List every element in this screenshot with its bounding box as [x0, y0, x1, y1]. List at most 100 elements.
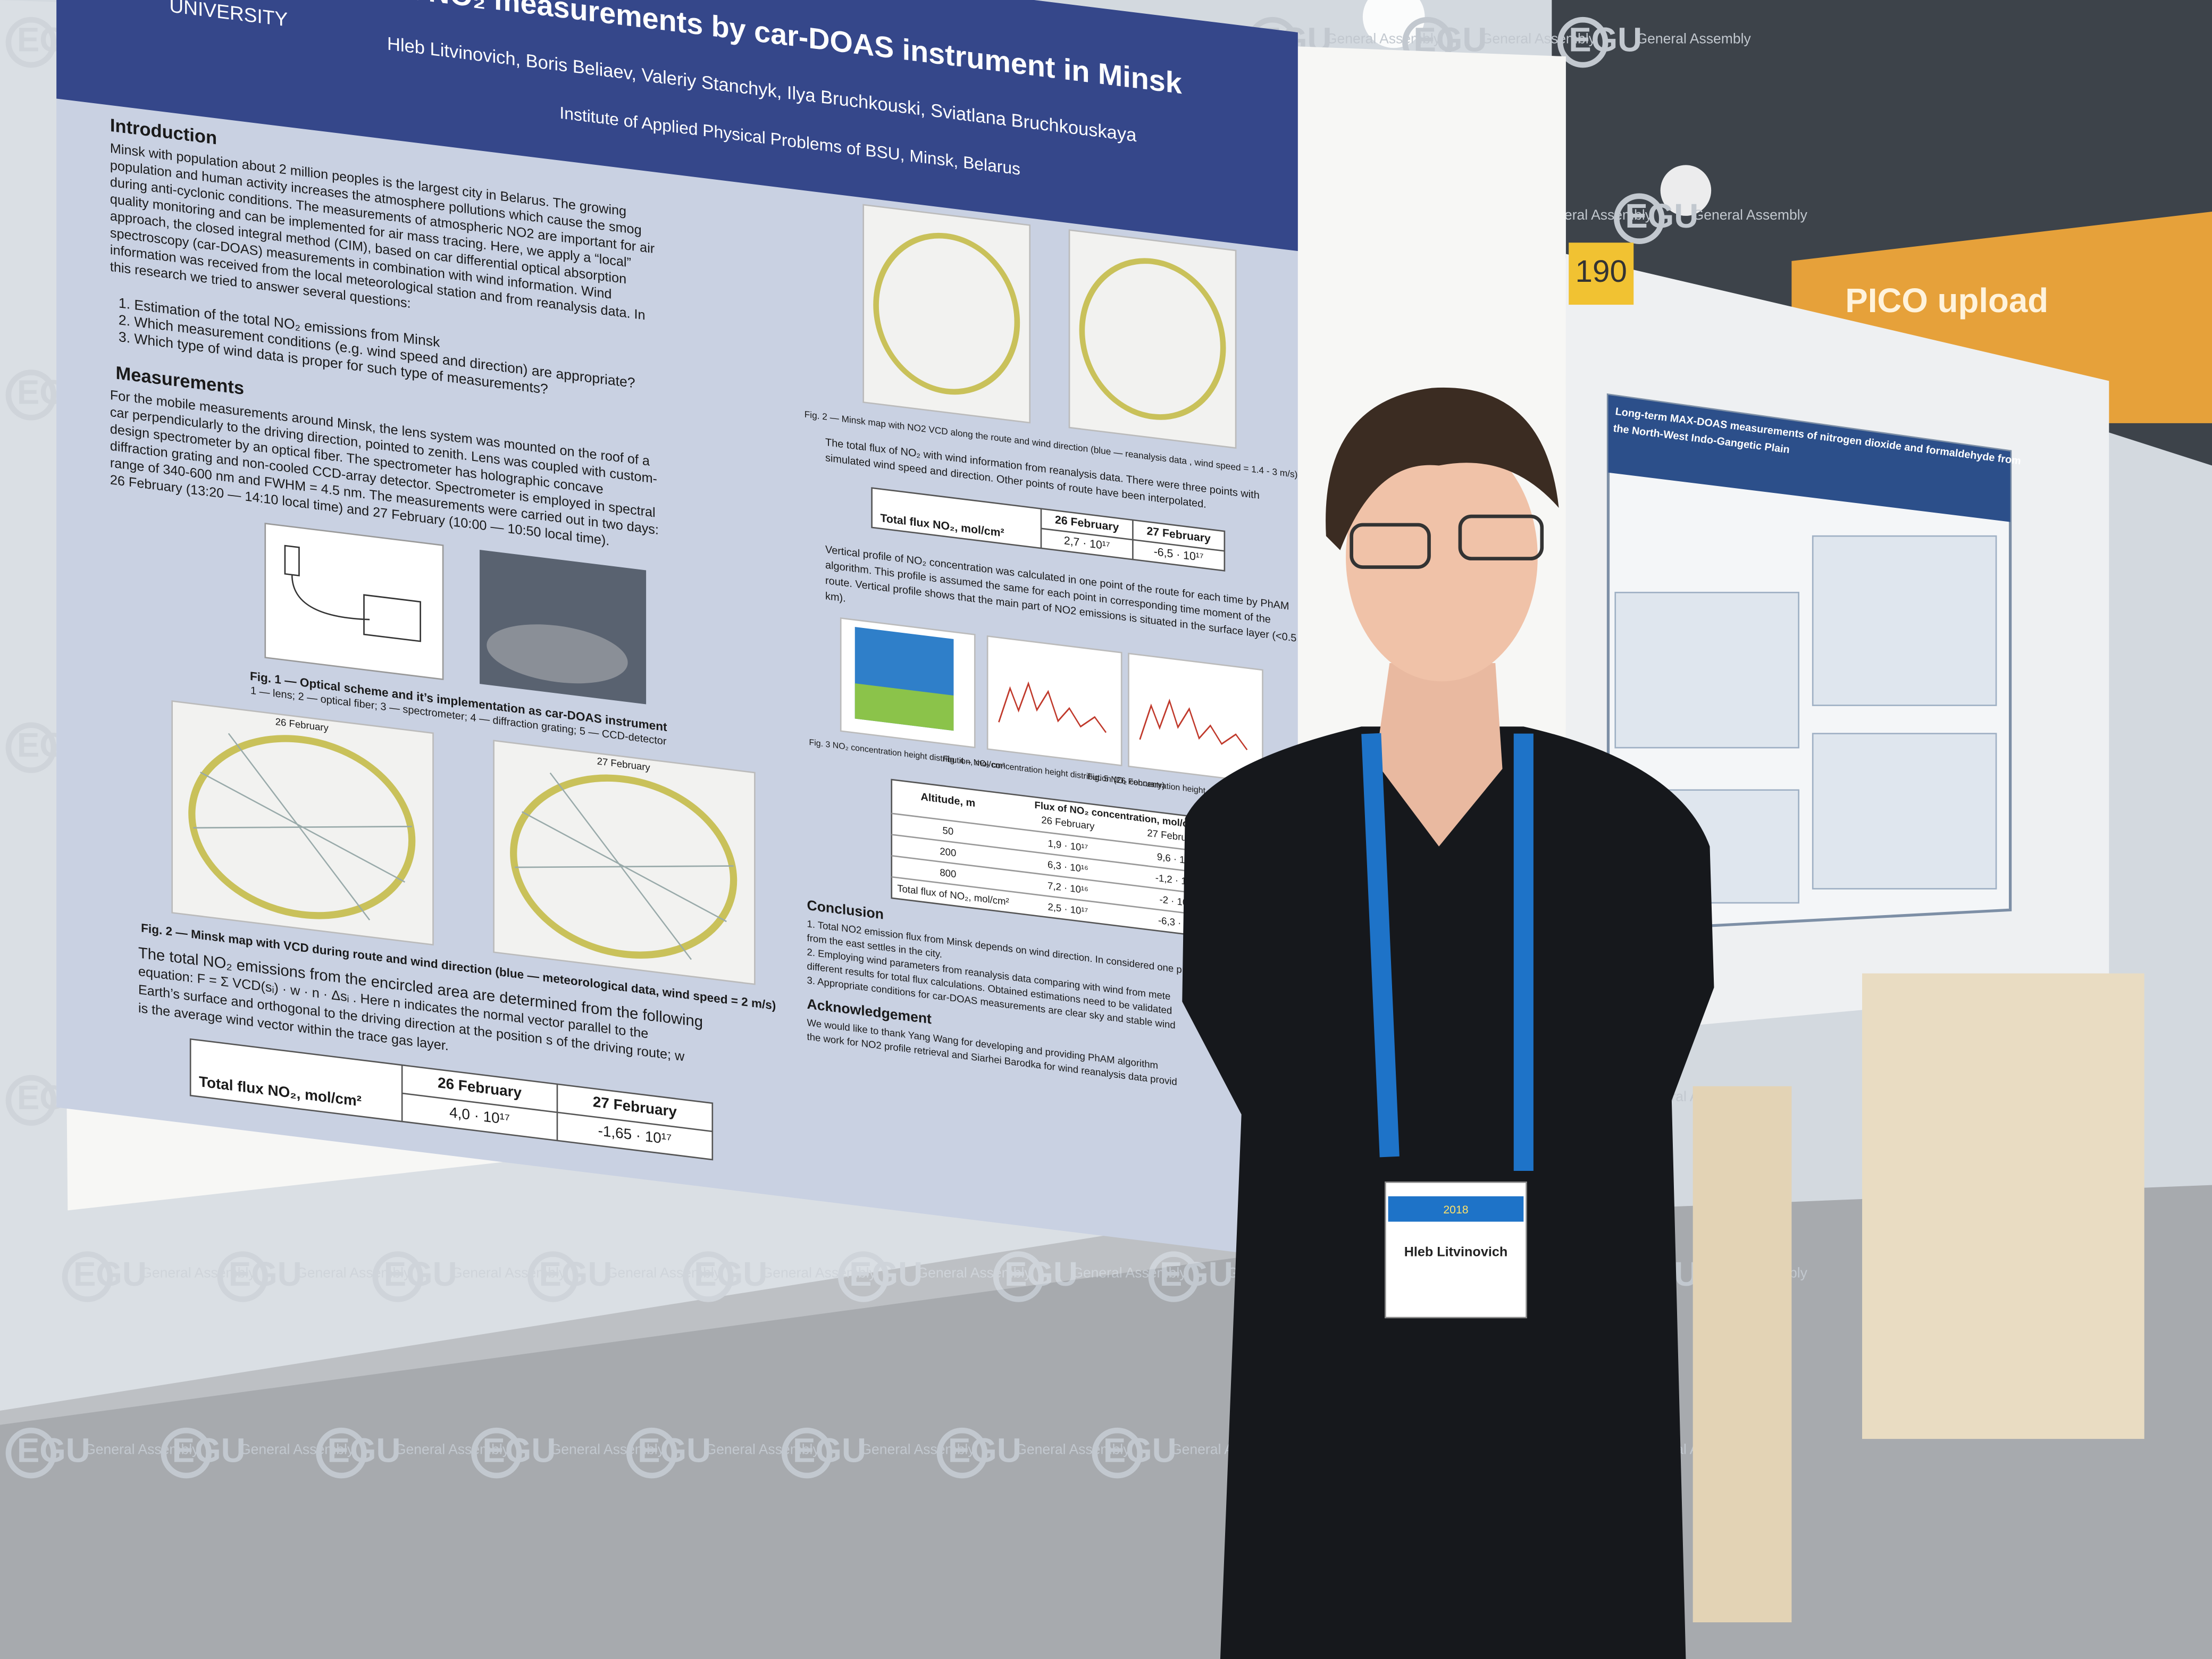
- hair: [1326, 387, 1559, 550]
- logo-mark: EGU: [73, 1255, 147, 1293]
- logo-ring: [372, 1251, 423, 1302]
- chart-panel: [1128, 652, 1263, 784]
- route: [1079, 258, 1226, 420]
- logo-mark: EGU: [1004, 1255, 1078, 1293]
- badge-band: [1388, 1196, 1524, 1222]
- booth-number: 190: [1576, 254, 1627, 289]
- route: [873, 232, 1020, 395]
- logo-text: General Assembly: [550, 1441, 665, 1457]
- logo-text: General Assembly: [860, 1441, 975, 1457]
- logo-text: General Assembly: [1016, 1441, 1130, 1457]
- logo-text: General Assembly: [607, 1265, 722, 1281]
- logo-ring: [5, 370, 57, 421]
- profile-line: [1139, 698, 1248, 750]
- logo-mark: EGU: [1160, 1255, 1233, 1293]
- logo-ring: [781, 1427, 833, 1479]
- logo-ring: [626, 1427, 677, 1479]
- pillar: [1692, 1086, 1792, 1623]
- logo-mark: EGU: [793, 1431, 866, 1469]
- second-poster-figure: [1812, 535, 1997, 706]
- logo-ring: [1614, 193, 1665, 244]
- logo-text: General Assembly: [395, 1441, 510, 1457]
- second-poster-figure: [1812, 733, 1997, 890]
- chart-panel: [986, 635, 1122, 767]
- logo-ring: [1557, 16, 1608, 68]
- ceiling-light: [1362, 0, 1425, 48]
- logo-mark: EGU: [1569, 21, 1642, 58]
- route: [510, 774, 738, 959]
- heatmap: [854, 683, 954, 731]
- logo-text: General Assembly: [240, 1441, 355, 1457]
- logo-text: General Assembly: [296, 1265, 411, 1281]
- person: 2018 Hleb Litvinovich: [1182, 387, 1714, 1659]
- profile-line: [998, 681, 1107, 733]
- logo-ring: [1092, 1427, 1143, 1479]
- booth-sign: [1569, 242, 1634, 305]
- logo-ring: [62, 1251, 113, 1302]
- logo-mark: EGU: [694, 1255, 767, 1293]
- streets: [515, 772, 734, 960]
- logo-ring: [471, 1427, 522, 1479]
- route: [188, 735, 416, 919]
- logo-text: General Assembly: [451, 1265, 566, 1281]
- logo-ring: [837, 1251, 889, 1302]
- table-cell: 800: [940, 867, 956, 880]
- second-poster-header: [1608, 395, 2010, 522]
- logo-mark: EGU: [328, 1431, 401, 1469]
- table-rule: [891, 855, 1216, 896]
- logo-mark: EGU: [638, 1431, 711, 1469]
- ceiling-light: [1660, 165, 1712, 216]
- logo-ring: [936, 1427, 988, 1479]
- pillar: [1862, 973, 2144, 1439]
- scheme-drawing: [284, 544, 421, 642]
- logo-mark: EGU: [17, 1431, 90, 1469]
- table-cell: 50: [943, 825, 954, 837]
- logo-ring: [217, 1251, 269, 1302]
- logo-text: General Assembly: [1326, 30, 1441, 46]
- logo-mark: EGU: [1625, 197, 1698, 235]
- body-line: km).: [825, 590, 846, 605]
- lanyard: [1361, 733, 1534, 1171]
- badge-event: 2018: [1443, 1204, 1468, 1216]
- second-poster-figure: [1614, 591, 1799, 749]
- car-body: [487, 624, 628, 684]
- logo-text: General Assembly: [706, 1441, 820, 1457]
- badge-name: Hleb Litvinovich: [1404, 1245, 1508, 1260]
- logo-mark: EGU: [539, 1255, 612, 1293]
- logo-ring: [683, 1251, 734, 1302]
- logo-mark: EGU: [229, 1255, 302, 1293]
- face: [1346, 433, 1538, 682]
- logo-text: General Assembly: [1072, 1265, 1187, 1281]
- banner-text: PICO upload: [1845, 282, 2048, 320]
- logo-text: General Assembly: [762, 1265, 877, 1281]
- logo-text: General Assembly: [85, 1441, 199, 1457]
- logo-text: General Assembly: [1693, 207, 1808, 223]
- logo-mark: EGU: [1103, 1431, 1177, 1469]
- logo-ring: [161, 1427, 212, 1479]
- table-rule: [891, 812, 1216, 854]
- logo-mark: EGU: [948, 1431, 1021, 1469]
- logo-ring: [5, 1427, 57, 1479]
- table-rule: [891, 834, 1216, 875]
- table-cell: 200: [940, 845, 956, 859]
- logo-ring: [316, 1427, 367, 1479]
- logo-ring: [5, 1075, 57, 1126]
- optical-scheme: [264, 523, 444, 681]
- logo-ring: [1148, 1251, 1200, 1302]
- logo-text: General Assembly: [1481, 30, 1596, 46]
- glasses: [1350, 523, 1431, 569]
- logo-ring: [5, 16, 57, 68]
- logo-mark: EGU: [849, 1255, 923, 1293]
- logo-ring: [993, 1251, 1044, 1302]
- logo-mark: EGU: [172, 1431, 246, 1469]
- logo-ring: [5, 722, 57, 773]
- glasses: [1458, 514, 1544, 560]
- logo-text: General Assembly: [917, 1265, 1032, 1281]
- streets: [193, 733, 412, 920]
- table-rule: [891, 876, 1216, 918]
- neck: [1375, 663, 1503, 847]
- logo-ring: [527, 1251, 579, 1302]
- poster: UNIVERSITYFirst NO₂ measurements by car-…: [56, 0, 1302, 1260]
